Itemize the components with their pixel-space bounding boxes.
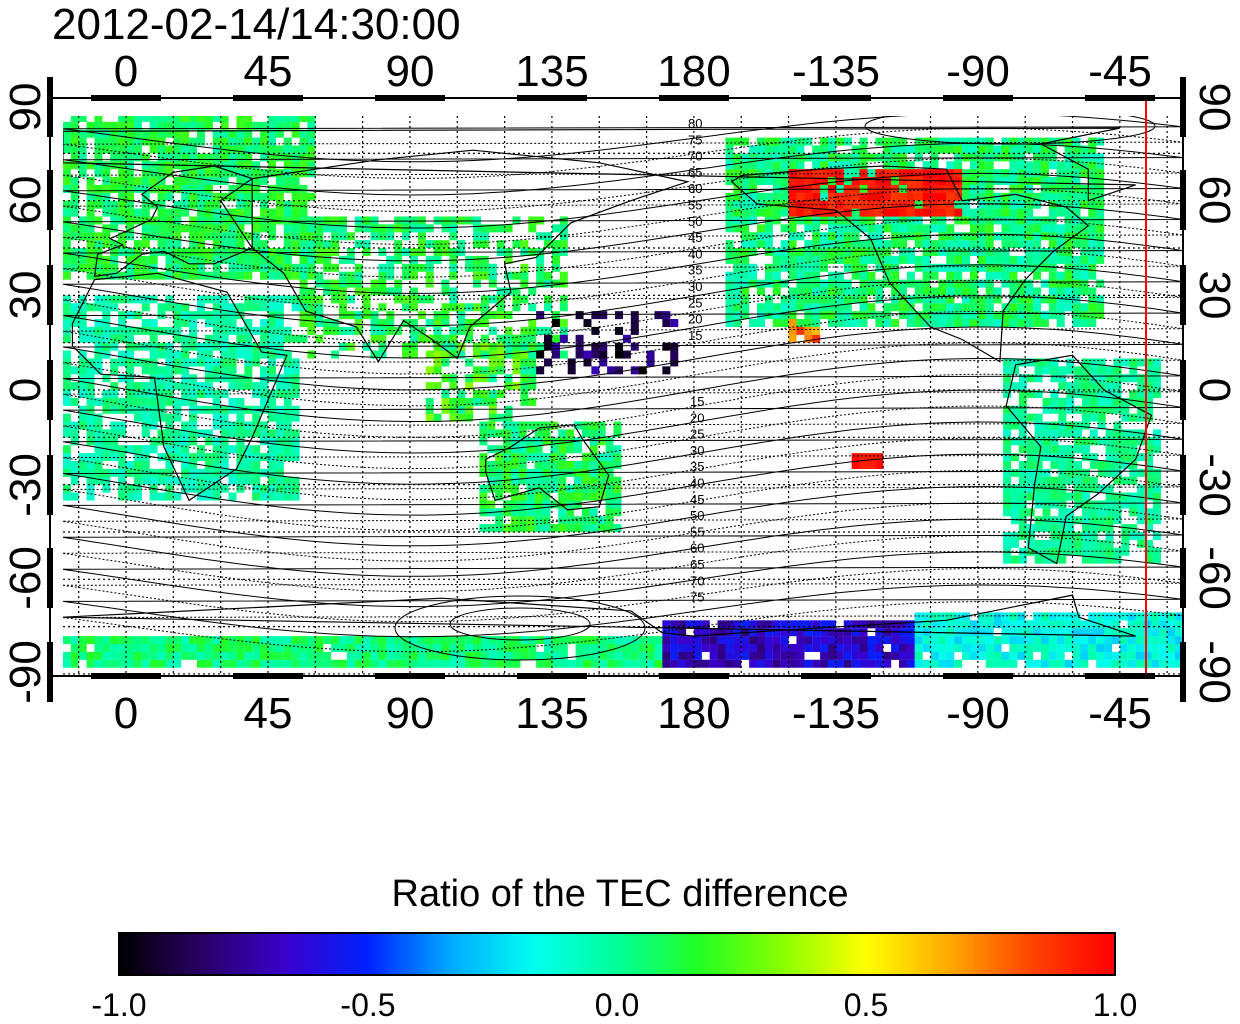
lon-tick-label-bottom: -45: [1088, 689, 1152, 738]
colorbar-tick-label: 0.0: [594, 987, 640, 1023]
contour-label: 45: [688, 230, 702, 245]
contour-label: 75: [688, 132, 702, 147]
contour-label: 70: [688, 149, 702, 164]
contour-label: 65: [688, 165, 702, 180]
lon-tick-label-top: 135: [515, 47, 589, 96]
colorbar: [118, 932, 1116, 976]
lon-tick-label-top: -135: [791, 47, 881, 96]
lon-tick-label-top: -45: [1088, 47, 1152, 96]
contour-label: 80: [688, 116, 702, 131]
lon-tick-label-bottom: 45: [243, 689, 293, 738]
lon-tick-label-bottom: -135: [791, 689, 881, 738]
contour-label: 35: [688, 263, 702, 278]
contour-label: 50: [688, 214, 702, 229]
colorbar-tick-label: 0.5: [843, 987, 889, 1023]
contour-label: 55: [690, 524, 704, 539]
contour-label: 25: [688, 295, 702, 310]
lon-tick-label-top: 180: [657, 47, 731, 96]
lon-tick-label-bottom: -90: [946, 689, 1010, 738]
lat-tick-label-right: -90: [1190, 640, 1239, 704]
contour-label: 60: [688, 181, 702, 196]
contour-label: 20: [688, 312, 702, 327]
lat-tick-label-left: -90: [1, 640, 50, 704]
contour-label: 15: [690, 394, 704, 409]
contour-label: 30: [688, 279, 702, 294]
map-frame-ticks: [47, 77, 1186, 702]
contour-label: 30: [690, 443, 704, 458]
contour-labels: 8075706560555045403530252015152025303540…: [688, 116, 704, 605]
contour-label: 65: [690, 557, 704, 572]
colorbar-tick-label: -1.0: [91, 987, 147, 1023]
lon-tick-label-bottom: 135: [515, 689, 589, 738]
contour-label: 75: [690, 590, 704, 605]
colorbar-title: Ratio of the TEC difference: [391, 873, 849, 915]
timestamp-title: 2012-02-14/14:30:00: [52, 0, 461, 49]
contour-label: 20: [690, 410, 704, 425]
lon-tick-label-bottom: 180: [657, 689, 731, 738]
contour-label: 40: [688, 246, 702, 261]
lon-tick-label-top: 0: [113, 47, 139, 96]
colorbar-tick-label: 1.0: [1092, 987, 1138, 1023]
contour-label: 45: [690, 492, 704, 507]
lon-tick-label-top: 90: [385, 47, 435, 96]
contour-label: 15: [688, 328, 702, 343]
coastlines: [63, 127, 1153, 637]
lon-tick-label-top: 45: [243, 47, 293, 96]
contour-label: 35: [690, 459, 704, 474]
magnetic-latitude-contours: [63, 116, 1182, 661]
lon-tick-label-top: -90: [946, 47, 1010, 96]
colorbar-tick-label: -0.5: [340, 987, 396, 1023]
contour-label: 25: [690, 427, 704, 442]
lon-tick-label-bottom: 0: [113, 689, 139, 738]
contour-label: 55: [688, 198, 702, 213]
lon-tick-label-bottom: 90: [385, 689, 435, 738]
contour-label: 50: [690, 508, 704, 523]
contour-label: 40: [690, 476, 704, 491]
contour-label: 60: [690, 541, 704, 556]
contour-label: 70: [690, 573, 704, 588]
